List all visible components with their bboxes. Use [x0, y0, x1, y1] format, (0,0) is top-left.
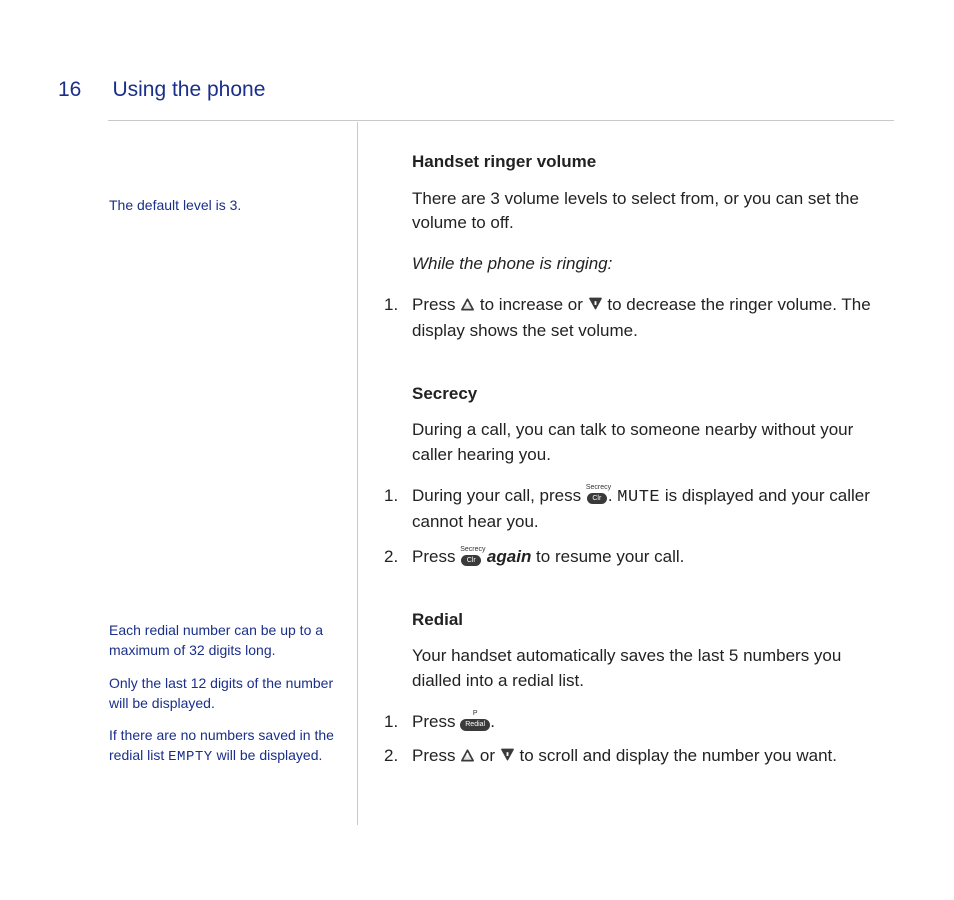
sidenote-redial: Each redial number can be up to a maximu…	[109, 620, 349, 768]
redial-step-1: 1. Press PRedial.	[384, 710, 894, 735]
vertical-rule	[357, 122, 358, 825]
secrecy-clr-button-icon: SecrecyClr	[460, 549, 482, 567]
text: Press	[412, 295, 460, 314]
step-number: 2.	[384, 744, 412, 771]
redial-intro: Your handset automatically saves the las…	[384, 644, 894, 693]
redial-step-2: 2. Press or to scroll and display the nu…	[384, 744, 894, 771]
heading-secrecy: Secrecy	[384, 382, 894, 407]
icon-body-label: Clr	[587, 493, 607, 504]
ringer-intro: There are 3 volume levels to select from…	[384, 187, 894, 236]
step-body: During your call, press SecrecyClr. MUTE…	[412, 484, 894, 535]
text: Press	[412, 547, 460, 566]
secrecy-step-2: 2. Press SecrecyClr again to resume your…	[384, 545, 894, 570]
scroll-up-icon	[460, 746, 475, 771]
sidenote-redial-length: Each redial number can be up to a maximu…	[109, 620, 349, 661]
ringer-step-1: 1. Press to increase or to decrease the …	[384, 293, 894, 344]
volume-up-icon	[460, 295, 475, 320]
text: or	[475, 746, 500, 765]
horizontal-rule	[108, 120, 894, 121]
redial-button-icon: PRedial	[460, 713, 490, 731]
section-secrecy: Secrecy During a call, you can talk to s…	[384, 382, 894, 570]
text: to scroll and display the number you wan…	[515, 746, 837, 765]
scroll-down-icon	[500, 746, 515, 771]
heading-redial: Redial	[384, 608, 894, 633]
page-header: 16 Using the phone	[58, 78, 265, 102]
sidenote-redial-digits: Only the last 12 digits of the number wi…	[109, 673, 349, 714]
step-number: 1.	[384, 484, 412, 535]
manual-page: 16 Using the phone The default level is …	[0, 0, 954, 900]
secrecy-intro: During a call, you can talk to someone n…	[384, 418, 894, 467]
text: Press	[412, 712, 460, 731]
section-ringer: Handset ringer volume There are 3 volume…	[384, 150, 894, 344]
page-title: Using the phone	[112, 78, 265, 102]
icon-top-label: Secrecy	[586, 483, 608, 493]
secrecy-clr-button-icon: SecrecyClr	[586, 487, 608, 505]
text: Press	[412, 746, 460, 765]
text: During your call, press	[412, 486, 586, 505]
text: to resume your call.	[531, 547, 684, 566]
volume-down-icon	[588, 295, 603, 320]
again-text: again	[487, 547, 531, 566]
step-body: Press or to scroll and display the numbe…	[412, 744, 894, 771]
heading-ringer: Handset ringer volume	[384, 150, 894, 175]
icon-top-label: P	[460, 709, 490, 719]
section-redial: Redial Your handset automatically saves …	[384, 608, 894, 771]
secrecy-step-1: 1. During your call, press SecrecyClr. M…	[384, 484, 894, 535]
step-body: Press PRedial.	[412, 710, 894, 735]
step-number: 2.	[384, 545, 412, 570]
icon-body-label: Redial	[460, 719, 490, 731]
ringer-instruction: While the phone is ringing:	[384, 252, 894, 277]
sidenote-default-level: The default level is 3.	[109, 195, 349, 215]
text: to increase or	[475, 295, 587, 314]
step-body: Press SecrecyClr again to resume your ca…	[412, 545, 894, 570]
step-number: 1.	[384, 710, 412, 735]
page-number: 16	[58, 78, 108, 102]
step-body: Press to increase or to decrease the rin…	[412, 293, 894, 344]
text: .	[490, 712, 495, 731]
sidenote-empty-post: will be displayed.	[213, 747, 323, 763]
mute-lcd-text: MUTE	[617, 488, 660, 507]
main-column: Handset ringer volume There are 3 volume…	[384, 150, 894, 809]
sidenote-empty-lcd: EMPTY	[168, 749, 213, 765]
step-number: 1.	[384, 293, 412, 344]
again-word: again	[487, 547, 531, 566]
icon-body-label: Clr	[461, 555, 481, 566]
sidenote-redial-empty: If there are no numbers saved in the red…	[109, 725, 349, 768]
icon-top-label: Secrecy	[460, 545, 482, 555]
